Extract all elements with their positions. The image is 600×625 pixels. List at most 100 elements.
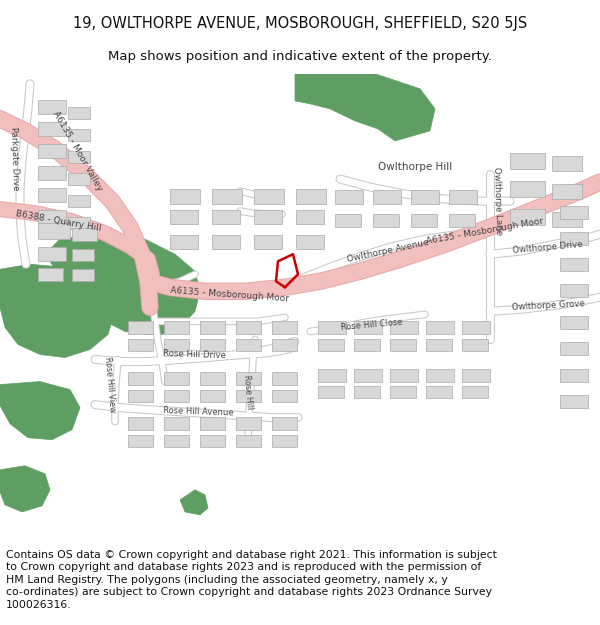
Bar: [462, 369, 490, 381]
Bar: [296, 210, 324, 224]
Bar: [164, 339, 189, 351]
Bar: [560, 342, 588, 356]
Text: Parkgate Drive: Parkgate Drive: [10, 127, 20, 191]
Bar: [68, 195, 90, 207]
Bar: [560, 258, 588, 271]
Bar: [560, 206, 588, 219]
Bar: [128, 417, 153, 429]
Polygon shape: [50, 234, 200, 334]
Bar: [38, 122, 66, 136]
Bar: [272, 435, 297, 447]
Bar: [128, 435, 153, 447]
Bar: [272, 339, 297, 351]
Bar: [373, 214, 399, 227]
Bar: [510, 181, 545, 197]
Bar: [164, 321, 189, 334]
Text: Rose Hill Drive: Rose Hill Drive: [163, 349, 227, 360]
Text: Rose Hill: Rose Hill: [242, 374, 254, 409]
Bar: [236, 389, 261, 402]
Bar: [200, 417, 225, 429]
Bar: [272, 321, 297, 334]
Bar: [560, 284, 588, 298]
Bar: [552, 184, 582, 199]
Text: Owlthorpe Grove: Owlthorpe Grove: [511, 299, 585, 312]
Text: Contains OS data © Crown copyright and database right 2021. This information is : Contains OS data © Crown copyright and d…: [6, 550, 497, 609]
Bar: [354, 386, 380, 398]
Bar: [38, 268, 63, 281]
Bar: [354, 321, 382, 334]
Polygon shape: [180, 490, 208, 515]
Bar: [272, 371, 297, 384]
Bar: [462, 321, 490, 334]
Bar: [335, 214, 361, 227]
Bar: [212, 235, 240, 249]
Bar: [354, 339, 380, 351]
Bar: [164, 417, 189, 429]
Bar: [254, 235, 282, 249]
Bar: [318, 321, 346, 334]
Bar: [426, 386, 452, 398]
Bar: [164, 435, 189, 447]
Bar: [272, 417, 297, 429]
Bar: [426, 321, 454, 334]
Bar: [254, 210, 282, 224]
Text: Owlthorpe Hill: Owlthorpe Hill: [378, 162, 452, 172]
Bar: [390, 339, 416, 351]
Bar: [170, 189, 200, 204]
Bar: [426, 369, 454, 381]
Bar: [272, 389, 297, 402]
Bar: [200, 321, 225, 334]
Text: Map shows position and indicative extent of the property.: Map shows position and indicative extent…: [108, 50, 492, 63]
Bar: [254, 189, 284, 204]
Bar: [510, 209, 545, 225]
Bar: [236, 435, 261, 447]
Text: Owlthorpe Lane: Owlthorpe Lane: [493, 167, 503, 236]
Bar: [560, 316, 588, 329]
Bar: [72, 228, 97, 241]
Bar: [200, 435, 225, 447]
Bar: [164, 389, 189, 402]
Bar: [411, 190, 439, 204]
Bar: [236, 371, 261, 384]
Bar: [318, 339, 344, 351]
Bar: [200, 389, 225, 402]
Polygon shape: [295, 74, 435, 141]
Bar: [128, 339, 153, 351]
Bar: [462, 386, 488, 398]
Bar: [510, 153, 545, 169]
Bar: [38, 100, 66, 114]
Bar: [296, 189, 326, 204]
Text: A6135 - Mosborough Moor: A6135 - Mosborough Moor: [425, 216, 544, 246]
Bar: [68, 173, 90, 185]
Text: Rose Hill View: Rose Hill View: [103, 356, 117, 413]
Bar: [170, 210, 198, 224]
Bar: [236, 417, 261, 429]
Bar: [449, 190, 477, 204]
Bar: [411, 214, 437, 227]
Bar: [212, 189, 242, 204]
Bar: [72, 249, 94, 261]
Polygon shape: [0, 264, 115, 358]
Bar: [462, 339, 488, 351]
Bar: [354, 369, 382, 381]
Bar: [38, 210, 66, 224]
Bar: [212, 210, 240, 224]
Bar: [552, 212, 582, 227]
Text: A6135 - Moor Valley: A6135 - Moor Valley: [52, 109, 104, 192]
Bar: [335, 190, 363, 204]
Bar: [68, 217, 90, 229]
Bar: [72, 269, 94, 281]
Bar: [390, 369, 418, 381]
Bar: [38, 188, 66, 202]
Polygon shape: [0, 381, 80, 440]
Bar: [68, 107, 90, 119]
Bar: [38, 223, 70, 239]
Bar: [236, 321, 261, 334]
Text: Rose Hill Avenue: Rose Hill Avenue: [163, 406, 233, 418]
Bar: [200, 371, 225, 384]
Bar: [560, 232, 588, 245]
Text: Rose Hill Close: Rose Hill Close: [341, 318, 403, 332]
Bar: [373, 190, 401, 204]
Bar: [560, 394, 588, 408]
Text: Owlthorpe Drive: Owlthorpe Drive: [512, 239, 583, 255]
